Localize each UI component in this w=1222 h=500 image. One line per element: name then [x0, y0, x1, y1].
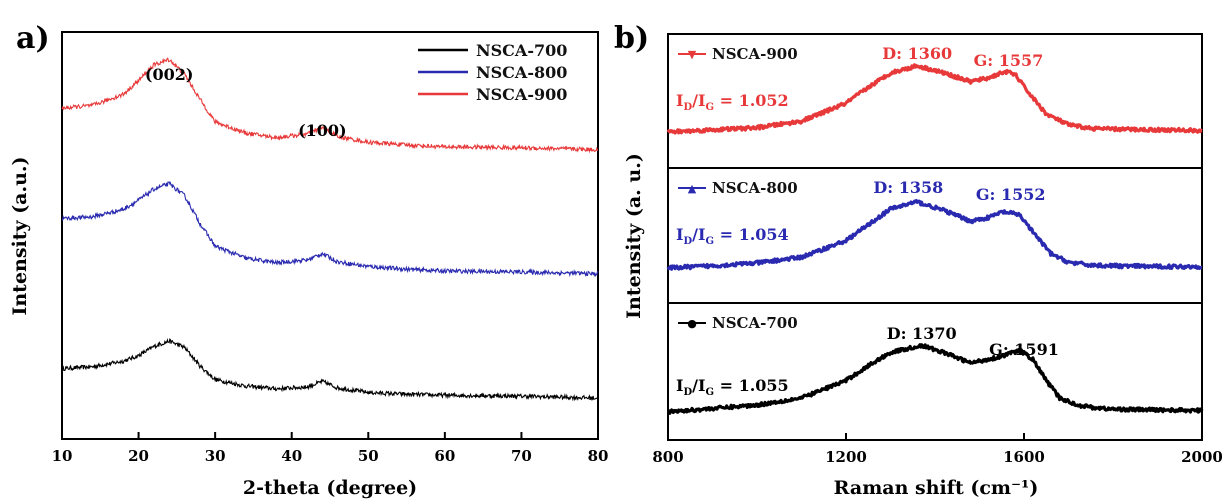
panel-a-x-tick-label: 10: [52, 447, 73, 465]
panel-b-x-tick-label: 1600: [1003, 448, 1045, 466]
panel-a-series: [61, 57, 599, 402]
panel-a-x-tick-label: 40: [281, 447, 302, 465]
panel-b-series-line: [666, 343, 1204, 415]
ratio-subscript: D: [683, 387, 692, 398]
panel-a-label: a): [16, 21, 50, 56]
panel-a-x-tick-label: 20: [128, 447, 149, 465]
ratio-text: /I: [692, 91, 705, 110]
panel-a-peak-annotation: (100): [298, 121, 347, 140]
panel-a-x-ticks: 10 20 30 40 50 60 70 80: [52, 432, 609, 465]
ratio-text: I: [676, 225, 683, 244]
panel-b-legend-marker: ▲: [688, 182, 697, 195]
panel-b-x-axis-label: Raman shift (cm⁻¹): [834, 477, 1039, 499]
panel-b-legend-label: NSCA-900: [712, 45, 798, 63]
ratio-subscript: G: [705, 387, 714, 398]
panel-b-ratio-label: ID/IG = 1.055: [676, 376, 789, 398]
panel-b-legend-marker: ▼: [688, 48, 697, 61]
panel-b-series-line: [666, 199, 1203, 271]
panel-b-d-peak-label: D: 1360: [882, 44, 952, 63]
panel-b-x-ticks: 800 1200 1600 2000: [652, 433, 1222, 466]
panel-b-label: b): [614, 21, 649, 56]
ratio-text: = 1.052: [714, 91, 789, 110]
panel-b-g-peak-label: G: 1557: [974, 51, 1044, 70]
panel-a-series-line: [61, 337, 599, 402]
ratio-text: /I: [692, 225, 705, 244]
panel-b-g-peak-label: G: 1552: [976, 185, 1046, 204]
panel-b-ratio-label: ID/IG = 1.052: [676, 91, 789, 113]
panel-b-ratio-label: ID/IG = 1.054: [676, 225, 789, 247]
ratio-text: = 1.055: [714, 376, 789, 395]
panel-a-x-tick-label: 50: [358, 447, 379, 465]
panel-b-x-tick-label: 2000: [1181, 448, 1222, 466]
panel-b-x-tick-label: 1200: [825, 448, 867, 466]
panel-a-annotations: (002) (100): [145, 65, 347, 140]
ratio-text: I: [676, 91, 683, 110]
panel-a-series-line: [61, 181, 599, 278]
panel-a-x-tick-label: 80: [588, 447, 609, 465]
ratio-text: /I: [692, 376, 705, 395]
panel-b-d-peak-label: D: 1370: [887, 324, 957, 343]
panel-a-legend-label: NSCA-900: [476, 85, 567, 104]
panel-b-legend-label: NSCA-700: [712, 314, 798, 332]
ratio-subscript: D: [683, 236, 692, 247]
panel-b-frame: [667, 33, 1203, 441]
panel-a-legend-label: NSCA-700: [476, 41, 567, 60]
ratio-subscript: G: [705, 102, 714, 113]
panel-b-g-peak-label: G: 1591: [989, 340, 1059, 359]
ratio-text: I: [676, 376, 683, 395]
panel-a: a) 10 20 30 40 50 60 70 80 NSCA-700NSCA-800NSCA…: [9, 21, 608, 499]
ratio-text: = 1.054: [714, 225, 789, 244]
panel-a-x-tick-label: 30: [205, 447, 226, 465]
panel-b-y-axis-label: Intensity (a. u.): [623, 153, 645, 319]
panel-a-y-axis-label: Intensity (a.u.): [9, 156, 31, 315]
ratio-subscript: D: [683, 102, 692, 113]
panel-a-legend-label: NSCA-800: [476, 63, 567, 82]
panel-a-x-axis-label: 2-theta (degree): [243, 477, 417, 499]
panel-b-legend-label: NSCA-800: [712, 179, 798, 197]
panel-a-x-tick-label: 70: [511, 447, 532, 465]
panel-a-peak-annotation: (002): [145, 65, 194, 84]
panel-a-x-tick-label: 60: [434, 447, 455, 465]
panel-a-frame: [61, 31, 599, 440]
panel-a-legend: NSCA-700 NSCA-800 NSCA-900: [418, 41, 567, 104]
panel-b-series-line: [666, 63, 1203, 135]
panel-b-d-peak-label: D: 1358: [873, 178, 943, 197]
ratio-subscript: G: [705, 236, 714, 247]
panel-b-x-tick-label: 800: [652, 448, 683, 466]
panel-a-series-line: [61, 57, 598, 154]
panel-b-legend-marker: ●: [687, 317, 697, 330]
